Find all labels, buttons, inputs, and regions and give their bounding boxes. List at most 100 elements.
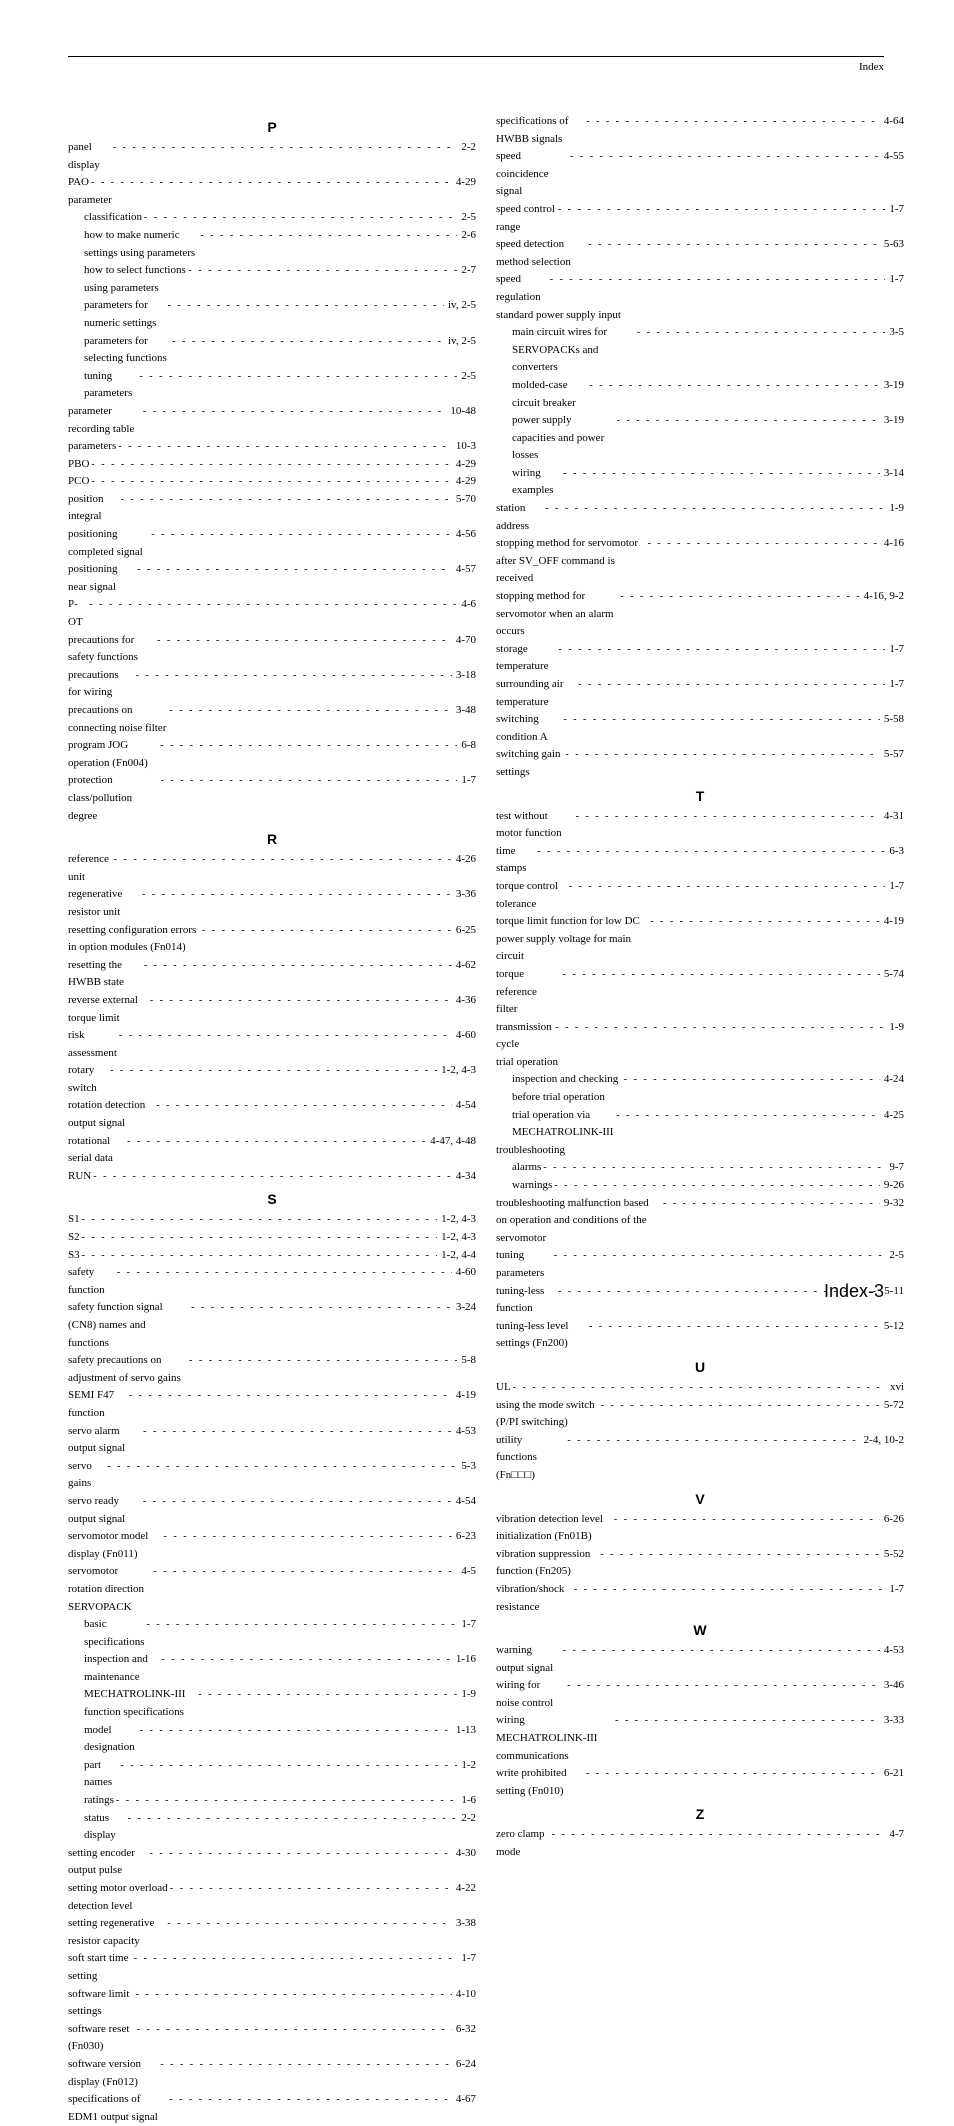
index-entry: wiring MECHATROLINK-III communications3-… bbox=[496, 1712, 904, 1765]
entry-term: RUN bbox=[68, 1168, 91, 1186]
entry-term: utility functions (Fn□□□) bbox=[496, 1432, 565, 1485]
entry-page: 1-13 bbox=[452, 1722, 476, 1740]
leaders bbox=[599, 1398, 880, 1414]
index-entry: parameters for selecting functionsiv, 2-… bbox=[68, 333, 476, 368]
leaders bbox=[598, 1547, 880, 1563]
entry-term: resetting the HWBB state bbox=[68, 957, 142, 992]
leaders bbox=[148, 993, 452, 1009]
leaders bbox=[553, 1020, 885, 1036]
entry-term: soft start time setting bbox=[68, 1950, 132, 1985]
index-entry: precautions on connecting noise filter3-… bbox=[68, 702, 476, 737]
entry-term: S3 bbox=[68, 1247, 80, 1265]
index-entry: position integral5-70 bbox=[68, 491, 476, 526]
index-entry: how to select functions using parameters… bbox=[68, 262, 476, 297]
leaders bbox=[158, 2057, 452, 2073]
index-entry: reverse external torque limit4-36 bbox=[68, 992, 476, 1027]
index-entry: warning output signal4-53 bbox=[496, 1642, 904, 1677]
entry-term: SEMI F47 function bbox=[68, 1387, 127, 1422]
index-entry: tuning parameters2-5 bbox=[496, 1247, 904, 1282]
entry-term: software limit settings bbox=[68, 1986, 134, 2021]
entry-page: 1-2, 4-3 bbox=[437, 1229, 476, 1247]
leaders bbox=[167, 703, 451, 719]
index-entry: power supply capacities and power losses… bbox=[496, 412, 904, 465]
entry-page: 1-7 bbox=[885, 641, 904, 659]
index-entry: P-OT4-6 bbox=[68, 596, 476, 631]
entry-term: parameter recording table bbox=[68, 403, 141, 438]
leaders bbox=[105, 1459, 457, 1475]
entry-term: MECHATROLINK-III function specifications bbox=[84, 1686, 196, 1721]
index-entry: risk assessment4-60 bbox=[68, 1027, 476, 1062]
leaders bbox=[89, 474, 451, 490]
column-left: Ppanel display2-2PAO4-29parameterclassif… bbox=[68, 113, 476, 2126]
entry-term: tuning parameters bbox=[84, 368, 137, 403]
leaders bbox=[548, 272, 886, 288]
index-entry: vibration/shock resistance1-7 bbox=[496, 1581, 904, 1616]
entry-term: protection class/pollution degree bbox=[68, 772, 159, 825]
entry-page: 4-19 bbox=[452, 1387, 476, 1405]
entry-page: 5-3 bbox=[457, 1458, 476, 1476]
index-entry: regenerative resistor unit3-36 bbox=[68, 886, 476, 921]
leaders bbox=[111, 140, 458, 156]
index-entry: S11-2, 4-3 bbox=[68, 1211, 476, 1229]
entry-term: main circuit wires for SERVOPACKs and co… bbox=[512, 324, 635, 377]
leaders bbox=[574, 809, 880, 825]
entry-term: rotation detection output signal bbox=[68, 1097, 154, 1132]
index-entry: SEMI F47 function 4-19 bbox=[68, 1387, 476, 1422]
entry-term: classification bbox=[84, 209, 142, 227]
leaders bbox=[166, 298, 444, 314]
index-entry: speed coincidence signal4-55 bbox=[496, 148, 904, 201]
entry-page: 1-16 bbox=[452, 1651, 476, 1669]
index-entry: alarms9-7 bbox=[496, 1159, 904, 1177]
index-entry: PBO 4-29 bbox=[68, 456, 476, 474]
entry-term: servomotor rotation direction bbox=[68, 1563, 151, 1598]
index-entry: program JOG operation (Fn004)6-8 bbox=[68, 737, 476, 772]
leaders bbox=[618, 589, 859, 605]
entry-term: using the mode switch (P/PI switching) bbox=[496, 1397, 599, 1432]
leaders bbox=[167, 2092, 452, 2108]
entry-page: 3-36 bbox=[452, 886, 476, 904]
leaders bbox=[614, 1108, 880, 1124]
entry-page: 5-8 bbox=[457, 1352, 476, 1370]
entry-page: 3-18 bbox=[452, 667, 476, 685]
entry-page: 1-6 bbox=[457, 1792, 476, 1810]
entry-page: 4-60 bbox=[452, 1264, 476, 1282]
leaders bbox=[198, 228, 457, 244]
entry-term: speed detection method selection bbox=[496, 236, 586, 271]
entry-page: 1-7 bbox=[885, 676, 904, 694]
index-entry: troubleshooting malfunction based on ope… bbox=[496, 1195, 904, 1248]
leaders bbox=[557, 642, 886, 658]
index-entry: vibration detection level initialization… bbox=[496, 1511, 904, 1546]
leaders bbox=[168, 1881, 452, 1897]
entry-page: 4-70 bbox=[452, 632, 476, 650]
entry-term: software version display (Fn012) bbox=[68, 2056, 158, 2091]
leaders bbox=[165, 1916, 452, 1932]
entry-page: 4-29 bbox=[452, 456, 476, 474]
leaders bbox=[125, 1134, 426, 1150]
entry-term: PBO bbox=[68, 456, 89, 474]
entry-page: 3-48 bbox=[452, 702, 476, 720]
leaders bbox=[132, 1951, 458, 1967]
entry-term: precautions for wiring bbox=[68, 667, 134, 702]
entry-term: specifications of EDM1 output signal bbox=[68, 2091, 167, 2126]
leaders bbox=[661, 1196, 880, 1212]
leaders bbox=[119, 492, 452, 508]
entry-term: reverse external torque limit bbox=[68, 992, 148, 1027]
entry-term: how to select functions using parameters bbox=[84, 262, 186, 297]
entry-page: 9-32 bbox=[880, 1195, 904, 1213]
index-entry: S21-2, 4-3 bbox=[68, 1229, 476, 1247]
entry-term: vibration detection level initialization… bbox=[496, 1511, 612, 1546]
entry-page: 4-22 bbox=[452, 1880, 476, 1898]
index-entry: standard power supply input bbox=[496, 307, 904, 325]
entry-page: 5-70 bbox=[452, 491, 476, 509]
index-entry: tuning parameters2-5 bbox=[68, 368, 476, 403]
entry-term: inspection and maintenance bbox=[84, 1651, 159, 1686]
index-entry: SERVOPACK bbox=[68, 1599, 476, 1617]
entry-term: power supply capacities and power losses bbox=[512, 412, 615, 465]
index-entry: rotation detection output signal4-54 bbox=[68, 1097, 476, 1132]
leaders bbox=[556, 202, 885, 218]
entry-term: test without motor function bbox=[496, 808, 574, 843]
entry-term: servo alarm output signal bbox=[68, 1423, 141, 1458]
entry-term: status display bbox=[84, 1810, 126, 1845]
leaders bbox=[116, 439, 452, 455]
entry-term: SERVOPACK bbox=[68, 1599, 132, 1617]
